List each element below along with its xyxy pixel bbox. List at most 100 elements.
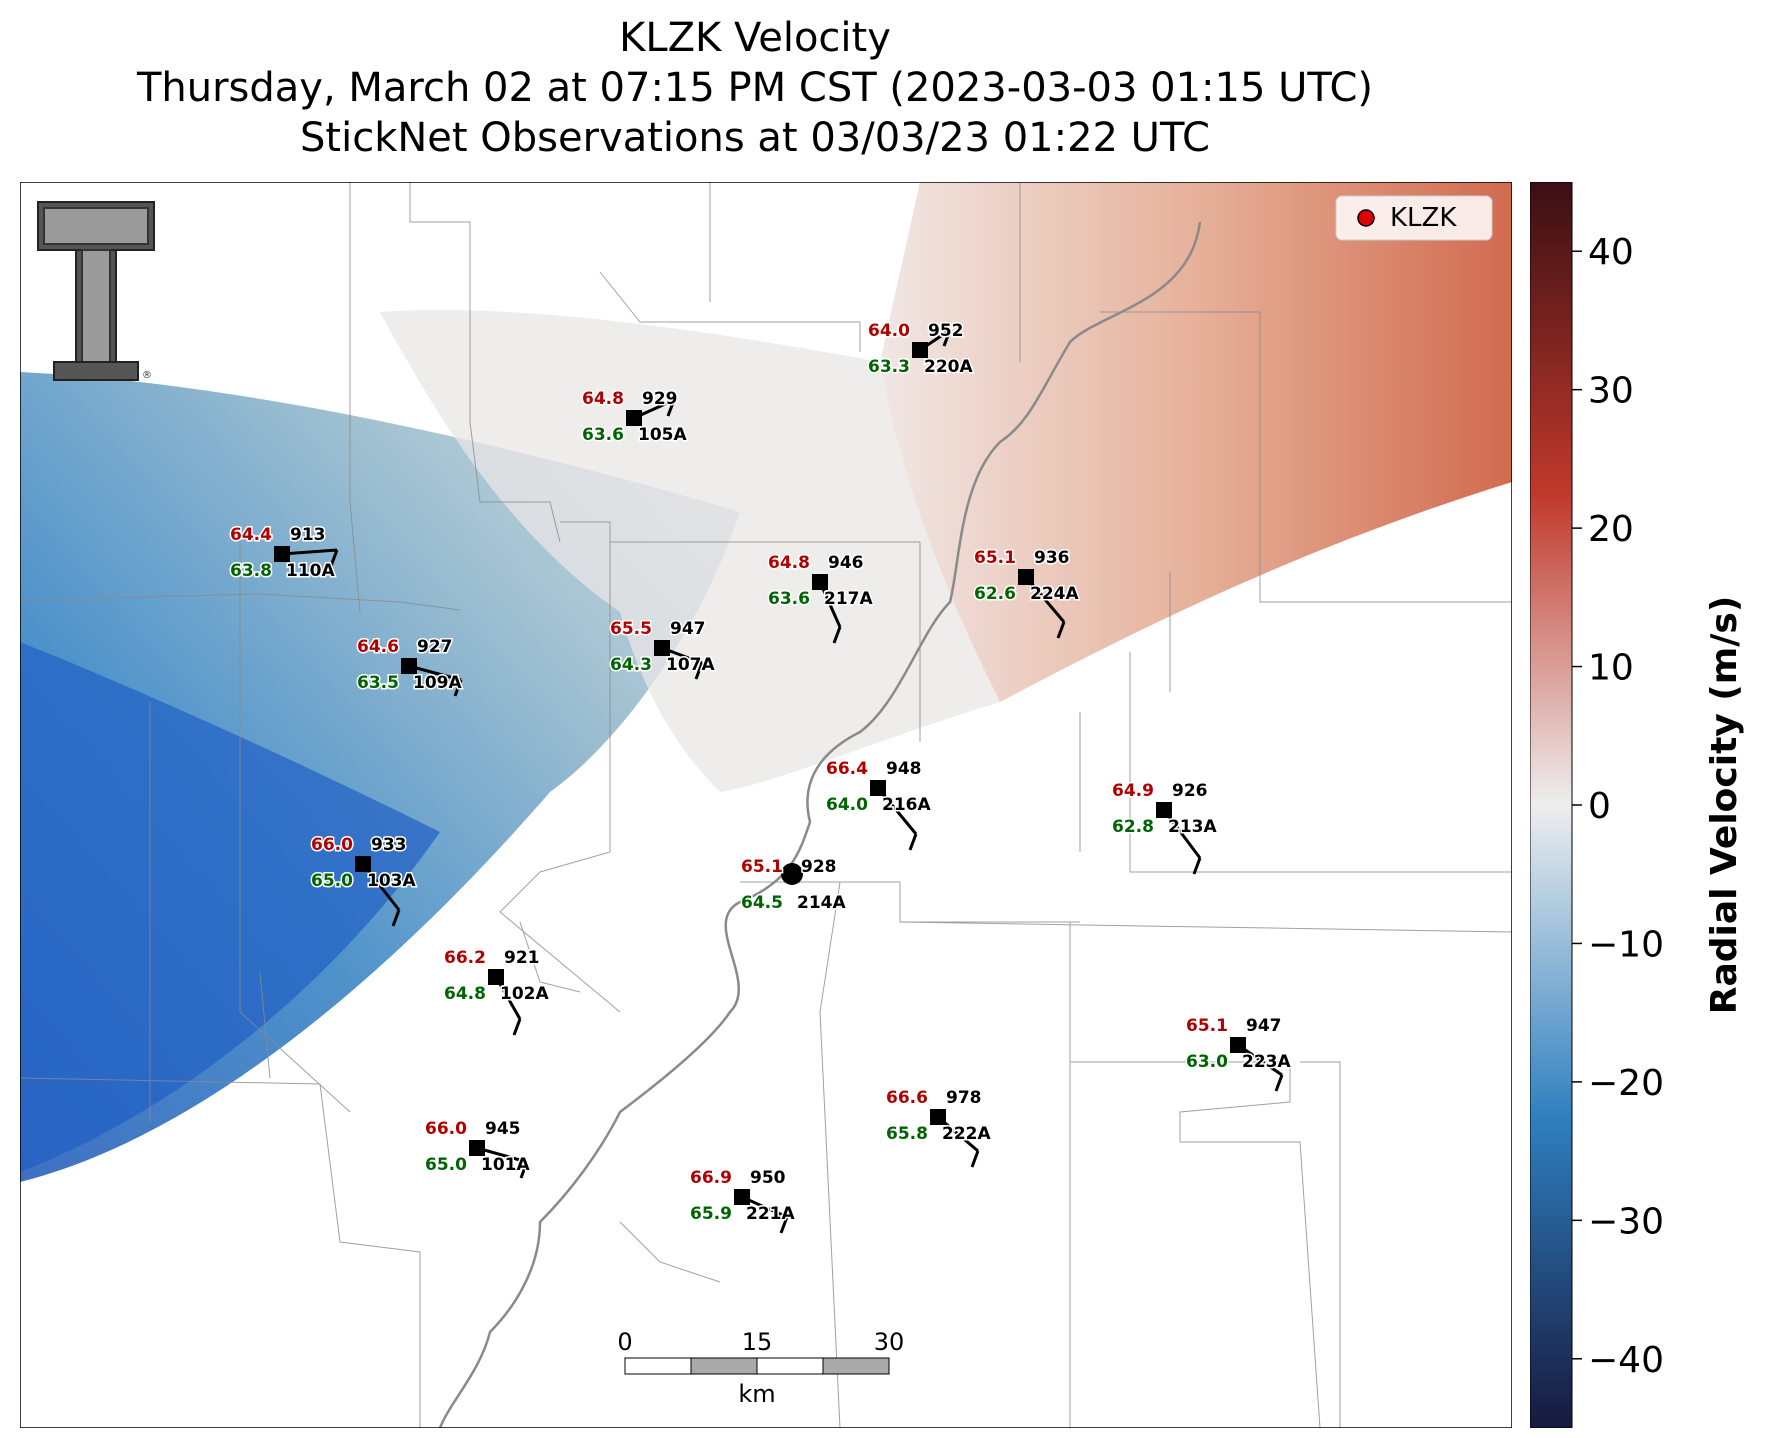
station-name: 217A — [824, 589, 873, 609]
near-zero-region — [380, 310, 1000, 792]
station-name: 213A — [1168, 817, 1217, 837]
radar-map[interactable]: ® KLZK 0 15 30 km 64.0 952 63.3 220A 64.8 929… — [20, 182, 1512, 1428]
station-103A[interactable]: 66.0 933 65.0 103A — [310, 834, 418, 927]
station-dewpoint: 65.0 — [311, 871, 353, 891]
station-temperature: 66.6 — [886, 1088, 928, 1108]
station-name: 110A — [286, 561, 335, 581]
station-name: 224A — [1030, 584, 1079, 604]
station-216A[interactable]: 66.4 948 64.0 216A — [825, 758, 933, 851]
station-224A[interactable]: 65.1 936 62.6 224A — [973, 547, 1081, 639]
station-marker-icon — [469, 1140, 485, 1156]
station-dewpoint: 62.6 — [974, 584, 1016, 604]
station-pressure: 926 — [1172, 781, 1208, 801]
station-name: 105A — [638, 425, 687, 445]
station-name: 222A — [942, 1124, 991, 1144]
stations-layer: 64.0 952 63.3 220A 64.8 929 63.6 105A 64.4 913 63.… — [229, 320, 1293, 1234]
station-107A[interactable]: 65.5 947 64.3 107A — [609, 618, 717, 680]
river — [438, 221, 1202, 1428]
station-name: 101A — [481, 1155, 530, 1175]
station-temperature: 66.2 — [444, 948, 486, 968]
colorbar-tick-label: 0 — [1588, 786, 1611, 827]
wind-barb-flag — [391, 909, 401, 927]
station-pressure: 921 — [504, 948, 540, 968]
legend-box: KLZK — [1335, 195, 1493, 241]
legend-label: KLZK — [1390, 203, 1457, 233]
station-name: 109A — [413, 673, 462, 693]
county-boundaries — [20, 182, 1512, 1428]
wind-barb-flag — [908, 833, 918, 851]
map-subtitle-time: Thursday, March 02 at 07:15 PM CST (2023… — [136, 65, 1374, 111]
wind-barb-staff — [281, 548, 338, 556]
station-marker-icon — [870, 780, 886, 796]
station-marker-icon — [1156, 802, 1172, 818]
station-temperature: 64.0 — [868, 321, 910, 341]
colorbar-tick-label: 30 — [1588, 371, 1634, 412]
svg-text:®: ® — [142, 370, 152, 381]
station-temperature: 65.5 — [610, 619, 652, 639]
station-105A[interactable]: 64.8 929 63.6 105A — [581, 388, 689, 447]
station-marker-icon — [812, 574, 828, 590]
station-dewpoint: 65.0 — [425, 1155, 467, 1175]
wind-barb-flag — [512, 1018, 522, 1036]
wind-barb-flag — [694, 662, 704, 680]
wind-barb-flag — [832, 626, 842, 644]
station-dewpoint: 63.8 — [230, 561, 272, 581]
klzk-marker-icon — [1357, 209, 1375, 227]
wind-barb-flag — [519, 1161, 529, 1179]
outbound-velocity-region — [880, 182, 1512, 702]
wind-barb-flag — [1274, 1074, 1284, 1092]
colorbar-ticks: 40 30 20 10 0 −10 −20 −30 −40 — [1572, 232, 1664, 1381]
station-213A[interactable]: 64.9 926 62.8 213A — [1111, 780, 1219, 875]
colorbar-tick-label: −20 — [1588, 1063, 1664, 1104]
map-subtitle-obs: StickNet Observations at 03/03/23 01:22 … — [300, 115, 1210, 161]
scale-tick-0: 0 — [617, 1328, 632, 1356]
station-217A[interactable]: 64.8 946 63.6 217A — [767, 552, 875, 644]
station-109A[interactable]: 64.6 927 63.5 109A — [356, 636, 464, 697]
station-214A[interactable]: 65.1 928 64.5 214A — [740, 856, 848, 915]
station-pressure: 946 — [828, 553, 864, 573]
station-marker-icon — [1018, 569, 1034, 585]
station-222A[interactable]: 66.6 978 65.8 222A — [885, 1087, 993, 1168]
station-dewpoint: 63.3 — [868, 357, 910, 377]
station-marker-icon — [626, 410, 642, 426]
scale-unit: km — [738, 1380, 775, 1408]
wind-barb-flag — [666, 399, 676, 417]
station-pressure: 947 — [670, 619, 706, 639]
station-temperature: 65.1 — [1186, 1016, 1228, 1036]
station-name: 214A — [797, 893, 846, 913]
wind-barb-staff — [408, 664, 462, 682]
station-temperature: 64.4 — [230, 525, 272, 545]
station-dewpoint: 64.0 — [826, 795, 868, 815]
station-name: 221A — [746, 1204, 795, 1224]
station-221A[interactable]: 66.9 950 65.9 221A — [689, 1167, 797, 1234]
station-101A[interactable]: 66.0 945 65.0 101A — [424, 1118, 532, 1179]
station-marker-icon — [734, 1189, 750, 1205]
station-pressure: 933 — [371, 835, 407, 855]
colorbar: 40 30 20 10 0 −10 −20 −30 −40 Radial Velocity (m… — [1530, 182, 1745, 1428]
wind-barb-flag — [1192, 857, 1202, 875]
station-temperature: 66.0 — [311, 835, 353, 855]
station-marker-icon — [355, 856, 371, 872]
station-110A[interactable]: 64.4 913 63.8 110A — [229, 524, 339, 583]
station-pressure: 927 — [417, 637, 453, 657]
texas-tech-logo: ® — [37, 201, 155, 381]
station-dewpoint: 63.6 — [768, 589, 810, 609]
station-102A[interactable]: 66.2 921 64.8 102A — [443, 947, 551, 1036]
wind-barb-flag — [453, 679, 463, 697]
station-marker-icon — [912, 342, 928, 358]
wind-barb-flag — [329, 549, 339, 567]
scale-bar: 0 15 30 km — [617, 1328, 904, 1408]
station-temperature: 64.9 — [1112, 781, 1154, 801]
wind-barb-staff — [476, 1146, 528, 1164]
station-220A[interactable]: 64.0 952 63.3 220A — [867, 320, 975, 379]
station-temperature: 64.8 — [582, 389, 624, 409]
station-dewpoint: 63.5 — [357, 673, 399, 693]
station-temperature: 64.6 — [357, 637, 399, 657]
station-marker-icon — [488, 969, 504, 985]
station-223A[interactable]: 65.1 947 63.0 223A — [1185, 1015, 1293, 1092]
station-name: 107A — [666, 655, 715, 675]
station-pressure: 928 — [801, 857, 837, 877]
station-temperature: 65.1 — [974, 548, 1016, 568]
colorbar-tick-label: 20 — [1588, 509, 1634, 550]
radar-site-marker — [781, 863, 803, 885]
